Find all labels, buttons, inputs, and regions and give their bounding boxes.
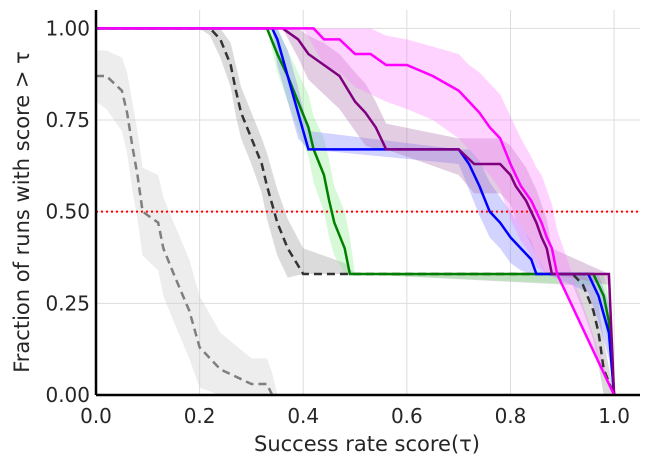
y-tick-label: 0.75 [45, 108, 90, 132]
confidence-band-4 [96, 28, 615, 395]
series-line-5 [96, 27, 616, 396]
x-tick-label: 0.2 [184, 404, 216, 428]
series-line-1 [96, 74, 278, 397]
tick-labels: 0.0 0.2 0.4 0.6 0.8 1.0 0.00 0.25 0.50 0.75 1.00 [45, 16, 630, 428]
x-axis-label: Success rate score(τ) [254, 432, 480, 456]
x-tick-label: 0.8 [495, 404, 527, 428]
axes [94, 10, 640, 397]
x-tick-label: 1.0 [598, 404, 630, 428]
series-line-3 [96, 27, 616, 396]
series-line-6 [96, 27, 616, 396]
x-tick-label: 0.0 [80, 404, 112, 428]
confidence-band-1 [96, 50, 278, 395]
y-tick-label: 0.50 [45, 200, 90, 224]
y-tick-label: 0.00 [45, 383, 90, 407]
series-line-2 [96, 27, 616, 396]
series-lines [96, 27, 616, 397]
x-tick-label: 0.4 [287, 404, 319, 428]
y-axis-label: Fraction of runs with score > τ [10, 51, 34, 373]
y-tick-label: 0.25 [45, 291, 90, 315]
x-tick-label: 0.6 [391, 404, 423, 428]
y-tick-label: 1.00 [45, 16, 90, 40]
